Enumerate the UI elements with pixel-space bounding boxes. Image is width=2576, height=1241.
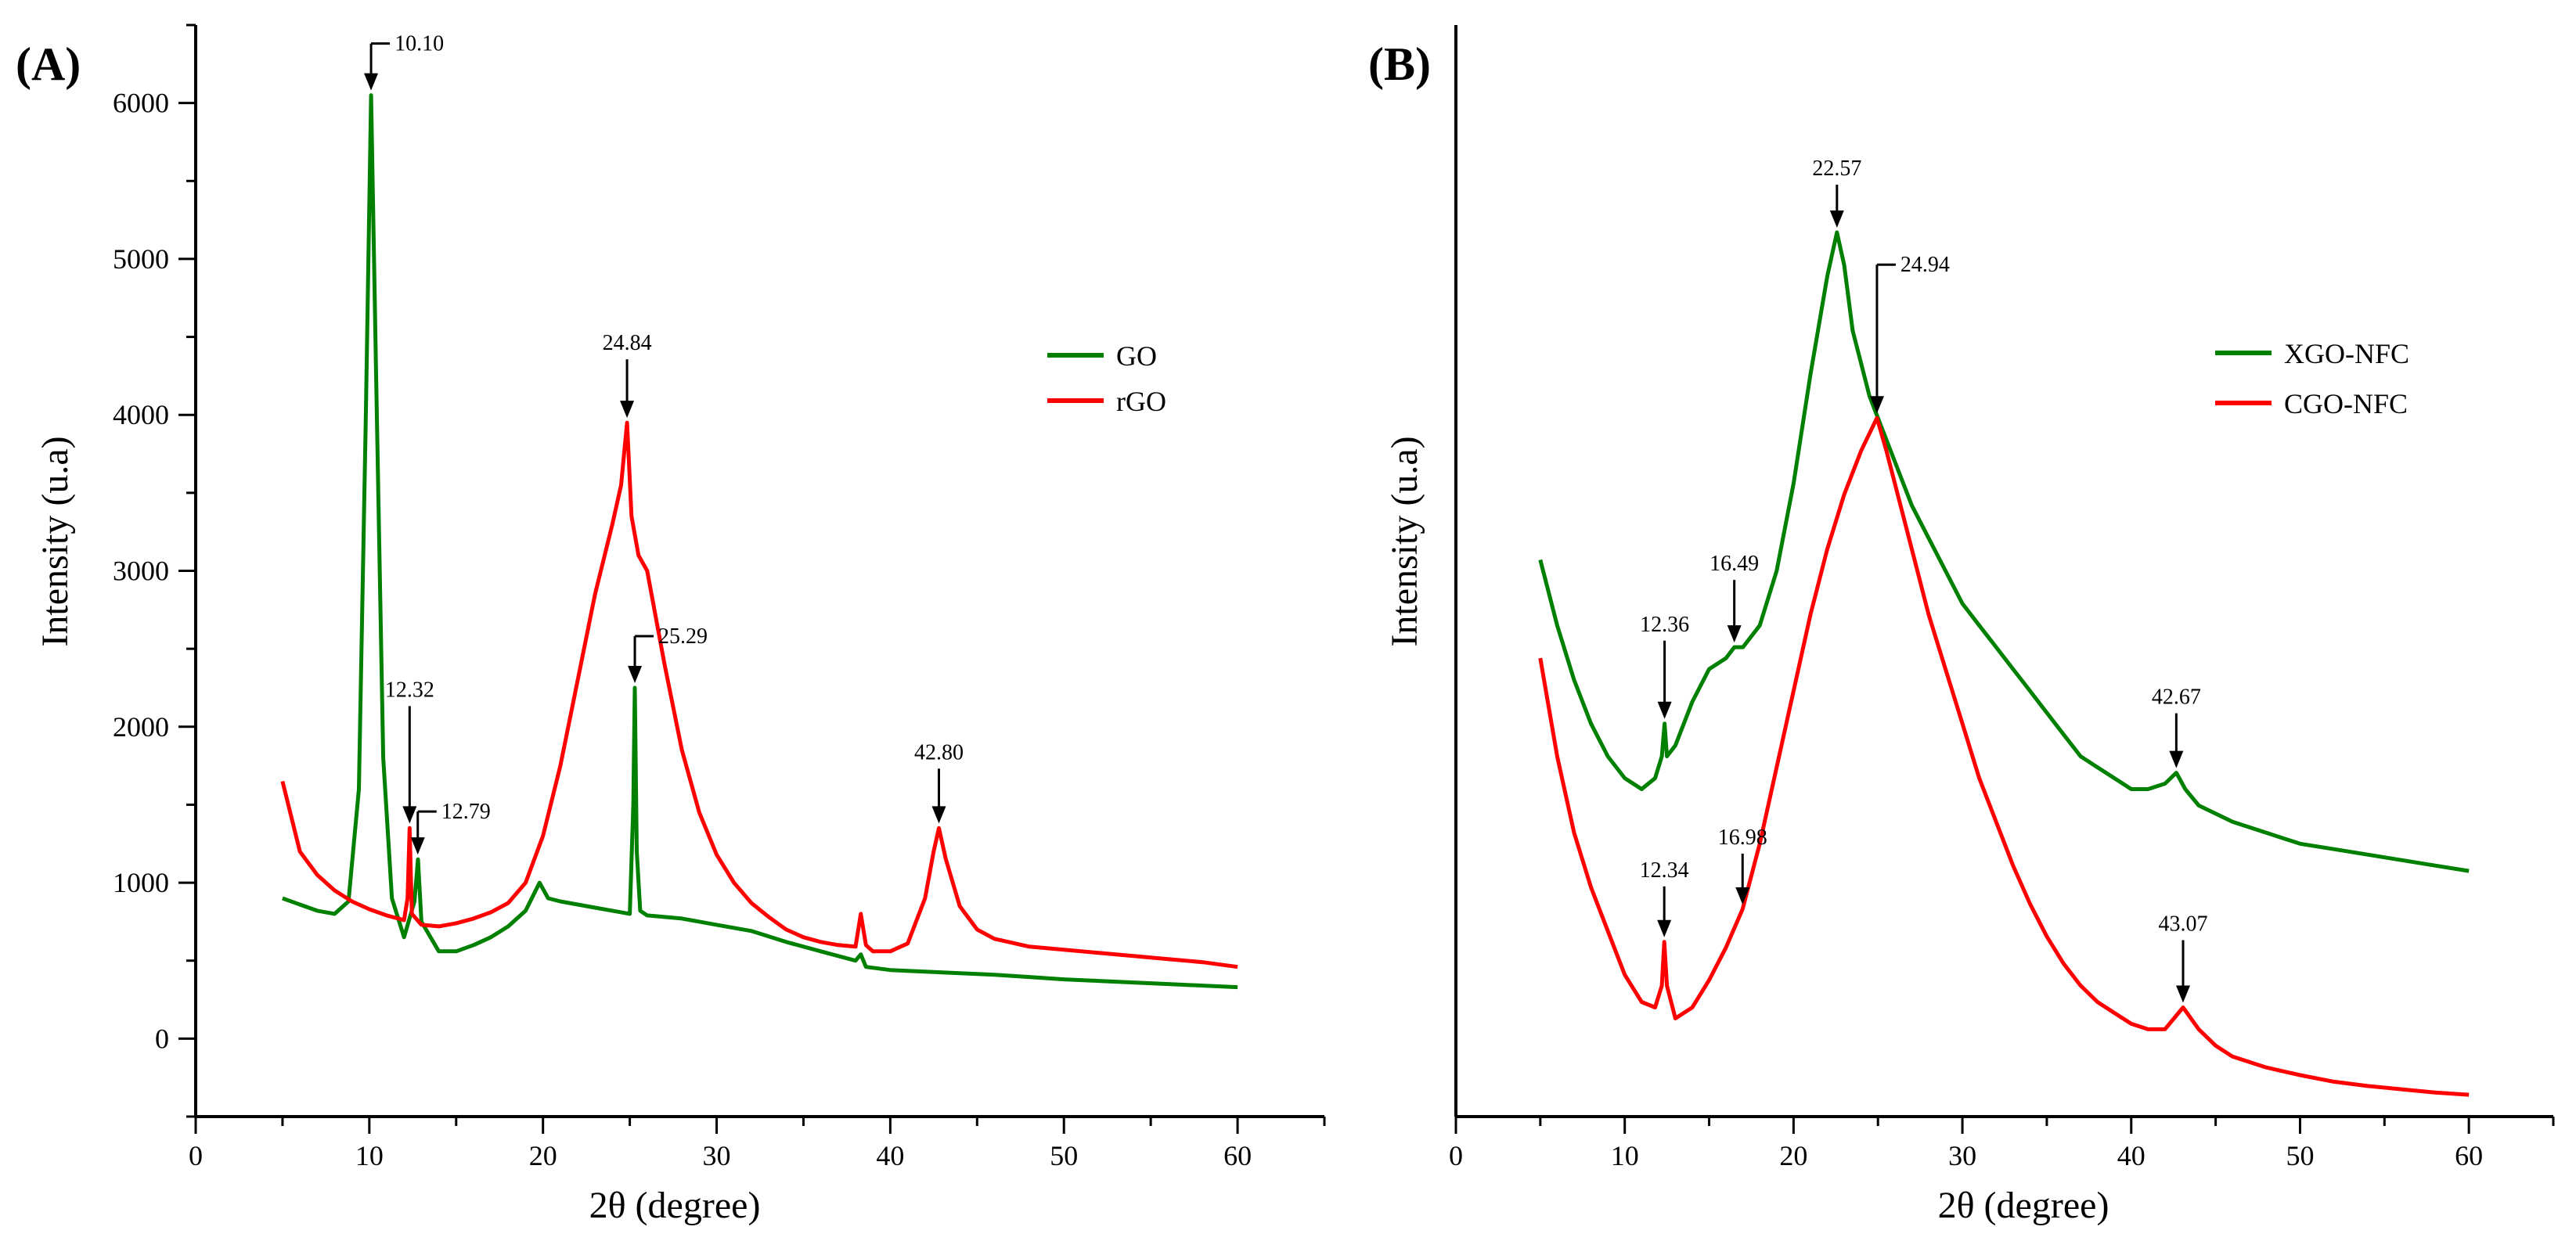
annotation-arrow-head [1727,625,1742,643]
peak-annotation: 10.10 [364,32,444,91]
annotation-label: 12.36 [1640,613,1689,637]
x-tick-label: 50 [2286,1140,2314,1171]
annotation-label: 10.10 [395,32,444,56]
peak-annotation: 42.67 [2152,685,2201,768]
annotation-label: 22.57 [1812,156,1861,181]
annotation-arrow-head [1829,210,1844,228]
x-tick-label: 40 [2117,1140,2145,1171]
x-tick-label: 0 [189,1140,203,1171]
peak-annotation: 42.80 [914,740,964,824]
annotation-label: 12.79 [441,800,491,824]
annotation-label: 24.84 [603,331,652,355]
x-tick-label: 30 [703,1140,731,1171]
x-tick-label: 20 [1779,1140,1807,1171]
peak-annotation: 16.49 [1710,552,1759,643]
annotation-arrow-head [402,806,417,824]
annotation-label: 42.80 [914,740,964,764]
panel-b-plot-area: 0 10 20 30 40 50 60 12.36 16.49 22.57 24.94 42.67 12… [1449,25,2555,1171]
panel-a-legend: GO rGO [1047,340,1166,417]
x-tick-label: 20 [529,1140,557,1171]
annotation-arrow-head [628,665,643,683]
x-tick-label: 60 [2455,1140,2483,1171]
peak-annotation: 12.34 [1640,858,1689,937]
panel-a-x-axis-title: 2θ (degree) [589,1185,761,1226]
panel-a-label: (A) [16,38,81,90]
annotation-arrow-head [1735,887,1750,905]
x-tick-label: 50 [1050,1140,1078,1171]
annotation-label: 24.94 [1900,253,1950,277]
peak-annotation: 16.98 [1718,826,1767,905]
legend-go-label: GO [1116,340,1157,372]
peak-annotation: 22.57 [1812,156,1861,228]
annotation-label: 43.07 [2158,912,2207,937]
y-tick-label: 0 [155,1023,169,1054]
annotation-label: 16.49 [1710,552,1759,576]
annotation-arrow-head [931,806,946,824]
x-tick-label: 40 [876,1140,904,1171]
annotation-arrow-head [410,837,425,855]
y-tick-label: 3000 [113,556,169,587]
legend-cgo-nfc-label: CGO-NFC [2284,388,2408,419]
peak-annotation: 24.84 [603,331,652,419]
x-tick-label: 60 [1223,1140,1252,1171]
x-tick-label: 10 [1611,1140,1639,1171]
annotation-arrow-head [364,73,379,91]
annotation-label: 25.29 [658,624,708,649]
annotation-label: 16.98 [1718,826,1767,850]
annotation-arrow-head [1657,919,1672,937]
annotation-arrow-head [2169,750,2184,768]
x-tick-label: 0 [1449,1140,1463,1171]
panel-b-x-axis-title: 2θ (degree) [1938,1185,2109,1226]
series-cgo-nfc-line [1538,415,2470,1097]
x-tick-label: 30 [1948,1140,1976,1171]
annotation-label: 12.32 [385,678,434,702]
peak-annotation: 24.94 [1869,253,1950,414]
peak-annotation: 25.29 [628,624,708,683]
annotation-label: 12.34 [1640,858,1689,883]
panel-b-y-axis-title: Intensity (u.a) [1384,436,1425,646]
y-tick-label: 4000 [113,399,169,430]
legend-xgo-nfc-label: XGO-NFC [2284,338,2409,369]
legend-rgo-label: rGO [1116,386,1166,417]
y-tick-label: 2000 [113,711,169,743]
annotation-label: 42.67 [2152,685,2201,710]
panel-a-plot-area: 0 10 20 30 40 50 60 0 1000 2000 3000 4000 5000 6000 10… [113,23,1326,1171]
panel-b: (B) 0 10 20 30 40 50 60 12.36 16.49 22.57 24.94 42.… [1368,25,2555,1226]
panel-a: (A) 0 10 20 30 40 50 60 0 1000 2000 3000 4000 5000 60… [16,23,1326,1226]
y-tick-label: 1000 [113,867,169,898]
panel-b-label: (B) [1368,38,1431,90]
y-tick-label: 6000 [113,88,169,119]
series-go-line [282,93,1238,990]
x-tick-label: 10 [355,1140,384,1171]
annotation-arrow-head [2175,985,2190,1003]
series-rgo-line [280,420,1238,969]
peak-annotation: 12.32 [385,678,434,824]
peak-annotation: 43.07 [2158,912,2207,1003]
annotation-arrow-head [620,401,635,419]
series-xgo-nfc-line [1538,230,2470,873]
peak-annotation: 12.79 [410,800,491,855]
panel-b-legend: XGO-NFC CGO-NFC [2215,338,2409,419]
y-tick-label: 5000 [113,243,169,275]
annotation-arrow-head [1869,396,1884,414]
panel-a-y-axis-title: Intensity (u.a) [34,436,76,646]
annotation-arrow-head [1657,701,1672,719]
peak-annotation: 12.36 [1640,613,1689,719]
